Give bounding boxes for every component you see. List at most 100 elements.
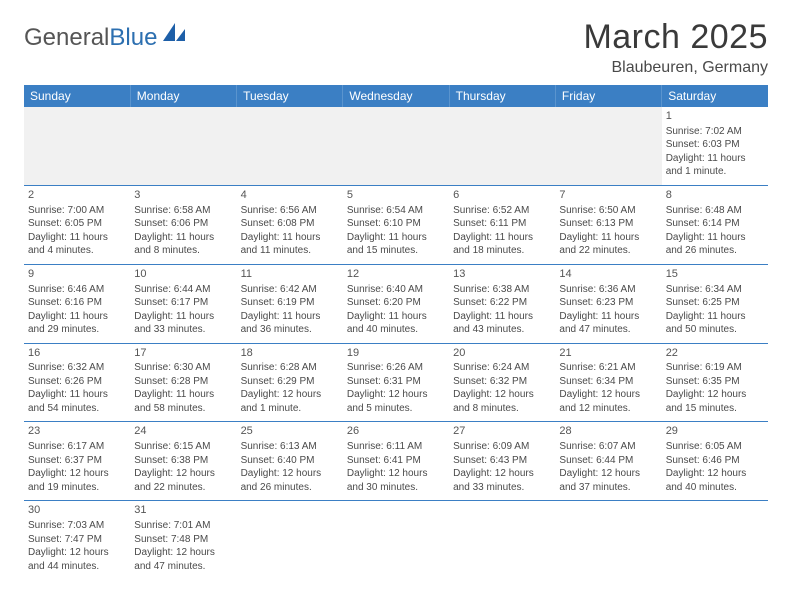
cell-sunset: Sunset: 6:13 PM bbox=[559, 217, 657, 231]
cell-sunrise: Sunrise: 6:28 AM bbox=[241, 361, 339, 375]
cell-sunrise: Sunrise: 6:34 AM bbox=[666, 283, 764, 297]
calendar-week-row: 9Sunrise: 6:46 AMSunset: 6:16 PMDaylight… bbox=[24, 264, 768, 343]
logo: GeneralBlue bbox=[24, 24, 187, 52]
calendar-cell: 29Sunrise: 6:05 AMSunset: 6:46 PMDayligh… bbox=[662, 422, 768, 501]
cell-sunrise: Sunrise: 6:40 AM bbox=[347, 283, 445, 297]
calendar-cell: 27Sunrise: 6:09 AMSunset: 6:43 PMDayligh… bbox=[449, 422, 555, 501]
weekday-header: Wednesday bbox=[343, 85, 449, 107]
cell-dl1: Daylight: 12 hours bbox=[241, 388, 339, 402]
logo-text-blue: Blue bbox=[109, 24, 157, 52]
weekday-header: Saturday bbox=[662, 85, 768, 107]
day-number: 6 bbox=[453, 188, 551, 203]
cell-sunrise: Sunrise: 6:38 AM bbox=[453, 283, 551, 297]
day-number: 27 bbox=[453, 424, 551, 439]
cell-sunrise: Sunrise: 6:50 AM bbox=[559, 204, 657, 218]
day-number: 31 bbox=[134, 503, 232, 518]
cell-dl1: Daylight: 11 hours bbox=[241, 310, 339, 324]
weekday-header: Tuesday bbox=[237, 85, 343, 107]
cell-dl1: Daylight: 12 hours bbox=[134, 467, 232, 481]
calendar-cell bbox=[343, 501, 449, 579]
cell-sunrise: Sunrise: 6:05 AM bbox=[666, 440, 764, 454]
cell-sunset: Sunset: 6:26 PM bbox=[28, 375, 126, 389]
calendar-cell: 9Sunrise: 6:46 AMSunset: 6:16 PMDaylight… bbox=[24, 264, 130, 343]
calendar-cell: 7Sunrise: 6:50 AMSunset: 6:13 PMDaylight… bbox=[555, 185, 661, 264]
cell-dl2: and 30 minutes. bbox=[347, 481, 445, 495]
cell-dl2: and 47 minutes. bbox=[134, 560, 232, 574]
cell-sunrise: Sunrise: 7:02 AM bbox=[666, 125, 764, 139]
logo-sail-icon bbox=[161, 21, 187, 50]
calendar-cell: 30Sunrise: 7:03 AMSunset: 7:47 PMDayligh… bbox=[24, 501, 130, 579]
cell-dl2: and 47 minutes. bbox=[559, 323, 657, 337]
cell-dl1: Daylight: 11 hours bbox=[347, 231, 445, 245]
cell-dl2: and 15 minutes. bbox=[666, 402, 764, 416]
cell-dl2: and 29 minutes. bbox=[28, 323, 126, 337]
cell-dl2: and 19 minutes. bbox=[28, 481, 126, 495]
cell-sunset: Sunset: 6:43 PM bbox=[453, 454, 551, 468]
cell-dl2: and 58 minutes. bbox=[134, 402, 232, 416]
location: Blaubeuren, Germany bbox=[583, 59, 768, 77]
calendar-cell bbox=[555, 501, 661, 579]
cell-dl1: Daylight: 11 hours bbox=[28, 310, 126, 324]
cell-dl1: Daylight: 12 hours bbox=[28, 546, 126, 560]
cell-sunrise: Sunrise: 6:30 AM bbox=[134, 361, 232, 375]
calendar-cell: 18Sunrise: 6:28 AMSunset: 6:29 PMDayligh… bbox=[237, 343, 343, 422]
cell-sunrise: Sunrise: 6:24 AM bbox=[453, 361, 551, 375]
cell-dl2: and 4 minutes. bbox=[28, 244, 126, 258]
calendar-cell bbox=[237, 107, 343, 185]
calendar-cell: 2Sunrise: 7:00 AMSunset: 6:05 PMDaylight… bbox=[24, 185, 130, 264]
cell-dl2: and 40 minutes. bbox=[347, 323, 445, 337]
calendar-cell bbox=[24, 107, 130, 185]
cell-sunset: Sunset: 6:08 PM bbox=[241, 217, 339, 231]
cell-dl1: Daylight: 12 hours bbox=[28, 467, 126, 481]
weekday-header: Thursday bbox=[449, 85, 555, 107]
cell-dl2: and 18 minutes. bbox=[453, 244, 551, 258]
cell-dl2: and 43 minutes. bbox=[453, 323, 551, 337]
cell-dl2: and 36 minutes. bbox=[241, 323, 339, 337]
cell-dl1: Daylight: 12 hours bbox=[559, 467, 657, 481]
calendar-cell: 28Sunrise: 6:07 AMSunset: 6:44 PMDayligh… bbox=[555, 422, 661, 501]
cell-dl2: and 54 minutes. bbox=[28, 402, 126, 416]
cell-dl2: and 8 minutes. bbox=[453, 402, 551, 416]
day-number: 12 bbox=[347, 267, 445, 282]
cell-dl1: Daylight: 12 hours bbox=[666, 388, 764, 402]
cell-sunrise: Sunrise: 6:58 AM bbox=[134, 204, 232, 218]
calendar-cell: 8Sunrise: 6:48 AMSunset: 6:14 PMDaylight… bbox=[662, 185, 768, 264]
cell-sunrise: Sunrise: 6:21 AM bbox=[559, 361, 657, 375]
cell-dl2: and 40 minutes. bbox=[666, 481, 764, 495]
cell-dl1: Daylight: 12 hours bbox=[453, 388, 551, 402]
cell-sunset: Sunset: 6:23 PM bbox=[559, 296, 657, 310]
cell-dl1: Daylight: 11 hours bbox=[134, 231, 232, 245]
cell-dl1: Daylight: 12 hours bbox=[347, 467, 445, 481]
cell-sunrise: Sunrise: 6:26 AM bbox=[347, 361, 445, 375]
day-number: 16 bbox=[28, 346, 126, 361]
day-number: 20 bbox=[453, 346, 551, 361]
calendar-cell: 17Sunrise: 6:30 AMSunset: 6:28 PMDayligh… bbox=[130, 343, 236, 422]
cell-dl2: and 5 minutes. bbox=[347, 402, 445, 416]
day-number: 13 bbox=[453, 267, 551, 282]
day-number: 11 bbox=[241, 267, 339, 282]
cell-sunrise: Sunrise: 6:42 AM bbox=[241, 283, 339, 297]
cell-sunset: Sunset: 6:35 PM bbox=[666, 375, 764, 389]
cell-sunset: Sunset: 6:31 PM bbox=[347, 375, 445, 389]
day-number: 3 bbox=[134, 188, 232, 203]
cell-sunrise: Sunrise: 6:17 AM bbox=[28, 440, 126, 454]
cell-dl2: and 8 minutes. bbox=[134, 244, 232, 258]
calendar-cell: 19Sunrise: 6:26 AMSunset: 6:31 PMDayligh… bbox=[343, 343, 449, 422]
cell-sunrise: Sunrise: 7:00 AM bbox=[28, 204, 126, 218]
cell-sunset: Sunset: 7:48 PM bbox=[134, 533, 232, 547]
cell-sunset: Sunset: 6:25 PM bbox=[666, 296, 764, 310]
cell-dl2: and 1 minute. bbox=[666, 165, 764, 179]
cell-dl1: Daylight: 12 hours bbox=[453, 467, 551, 481]
day-number: 19 bbox=[347, 346, 445, 361]
calendar-cell: 22Sunrise: 6:19 AMSunset: 6:35 PMDayligh… bbox=[662, 343, 768, 422]
cell-sunset: Sunset: 6:03 PM bbox=[666, 138, 764, 152]
calendar-cell: 23Sunrise: 6:17 AMSunset: 6:37 PMDayligh… bbox=[24, 422, 130, 501]
cell-sunset: Sunset: 6:37 PM bbox=[28, 454, 126, 468]
header: GeneralBlue March 2025 Blaubeuren, Germa… bbox=[24, 18, 768, 77]
cell-sunrise: Sunrise: 7:01 AM bbox=[134, 519, 232, 533]
cell-sunrise: Sunrise: 6:09 AM bbox=[453, 440, 551, 454]
day-number: 17 bbox=[134, 346, 232, 361]
cell-dl1: Daylight: 11 hours bbox=[453, 310, 551, 324]
day-number: 15 bbox=[666, 267, 764, 282]
cell-sunset: Sunset: 6:34 PM bbox=[559, 375, 657, 389]
